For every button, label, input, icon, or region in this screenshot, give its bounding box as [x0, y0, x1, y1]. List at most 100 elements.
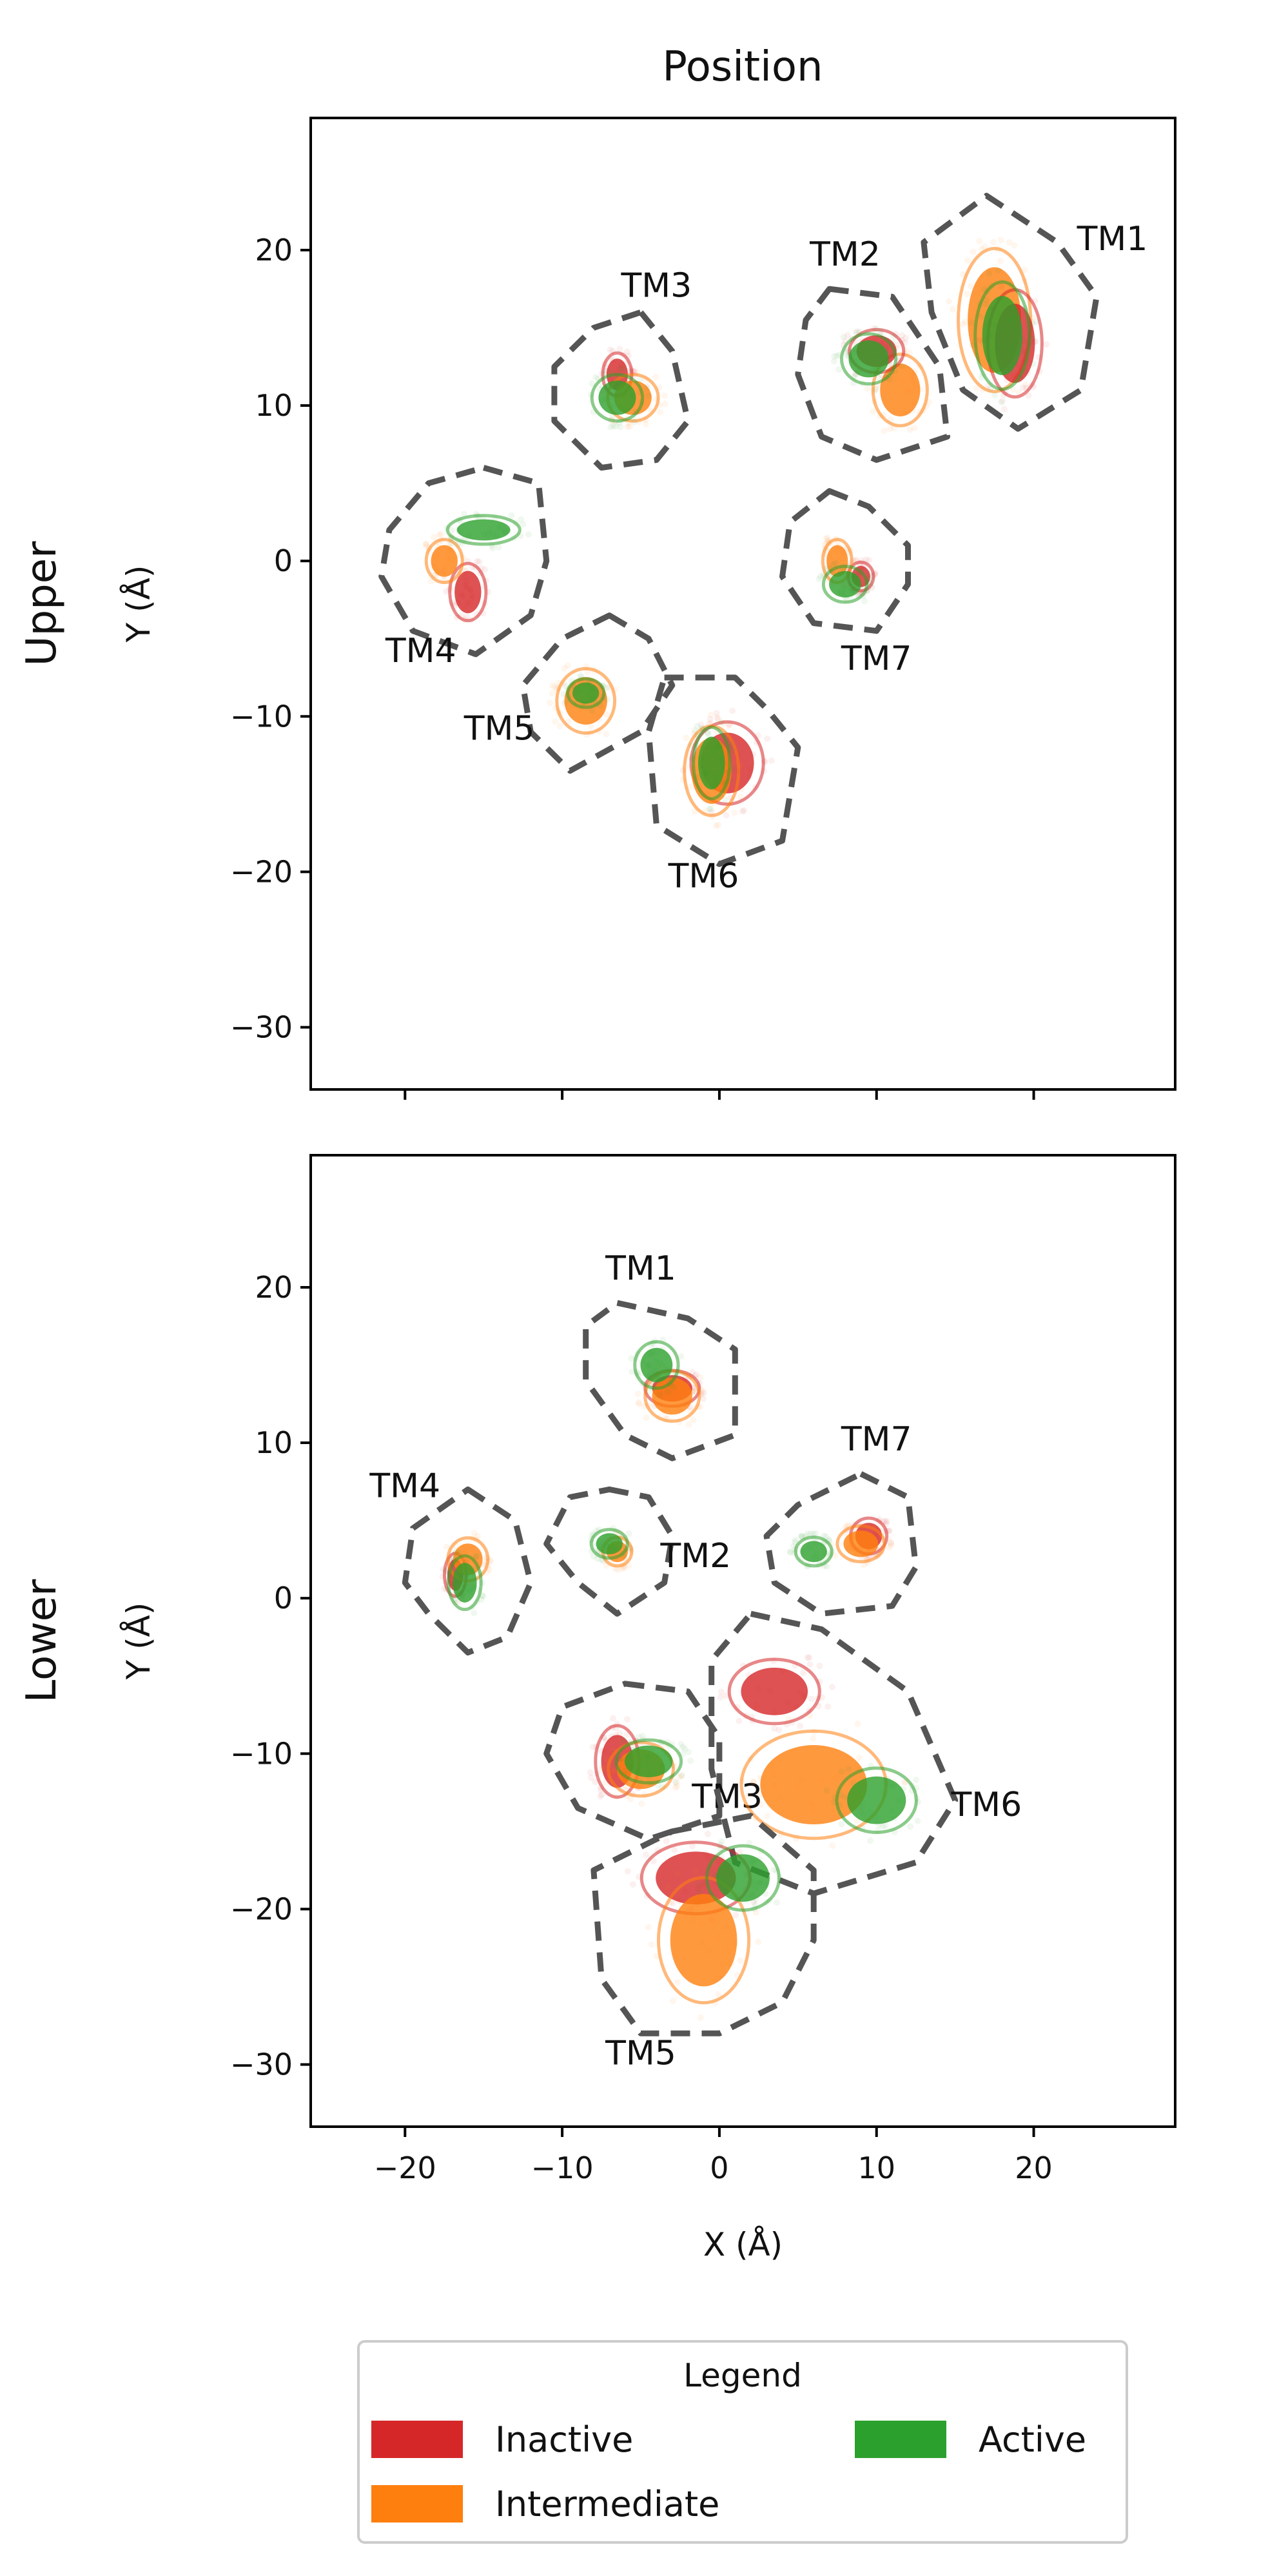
scatter-point — [688, 742, 696, 749]
legend-label-active: Active — [979, 2419, 1086, 2460]
scatter-point — [964, 257, 971, 264]
scatter-point — [694, 723, 701, 730]
scatter-point — [643, 1851, 650, 1859]
scatter-point — [906, 1823, 913, 1830]
scatter-point — [786, 1549, 794, 1556]
scatter-point — [474, 558, 481, 565]
cluster-active — [815, 560, 875, 605]
scatter-point — [598, 1791, 605, 1799]
x-tick-label: 10 — [857, 2151, 895, 2185]
scatter-point — [628, 1355, 635, 1362]
scatter-point — [617, 1755, 624, 1762]
scatter-point — [823, 565, 830, 572]
density-contour — [566, 677, 606, 709]
scatter-point — [448, 527, 455, 534]
scatter-point — [447, 583, 454, 590]
scatter-point — [998, 399, 1005, 406]
scatter-point — [823, 1787, 830, 1794]
cluster-intermediate — [645, 1860, 762, 2021]
scatter-point — [670, 1384, 678, 1391]
scatter-point — [707, 716, 714, 723]
scatter-point — [556, 723, 563, 730]
scatter-point — [643, 1414, 650, 1421]
helix-tm4: TM4 — [369, 1467, 534, 1656]
cluster-intermediate — [422, 531, 468, 590]
lower-panel: 20 10 0 −10 −20 −30 −20 −10 0 10 20 Y (Å) Lower X (Å)… — [18, 1154, 1176, 2263]
helix-boundary — [590, 1813, 817, 2036]
scatter-point — [688, 1842, 696, 1849]
plot-area-frame — [309, 117, 1176, 1091]
scatter-point — [562, 698, 569, 705]
scatter-point — [825, 1703, 832, 1710]
scatter-point — [883, 1517, 890, 1525]
scatter-point — [888, 351, 895, 358]
scatter-point — [717, 1693, 724, 1701]
scatter-point — [683, 734, 690, 741]
density-core — [848, 340, 889, 378]
scatter-point — [627, 423, 634, 430]
helix-boundary — [520, 612, 676, 774]
scatter-point — [785, 1716, 792, 1723]
scatter-point — [707, 711, 714, 718]
scatter-point — [612, 423, 619, 430]
helix-boundary — [378, 465, 550, 658]
scatter-point — [717, 1841, 724, 1848]
scatter-point — [454, 541, 461, 548]
scatter-point — [603, 711, 610, 718]
scatter-point — [991, 391, 998, 398]
helix-boundary — [543, 1486, 676, 1617]
scatter-point — [685, 1421, 692, 1428]
scatter-point — [738, 785, 745, 792]
scatter-point — [750, 1779, 757, 1786]
scatter-point — [808, 1695, 815, 1703]
scatter-point — [1000, 405, 1008, 413]
density-core — [982, 296, 1022, 376]
scatter-point — [962, 318, 969, 325]
scatter-point — [981, 243, 988, 250]
scatter-point — [865, 557, 872, 564]
scatter-point — [609, 1715, 616, 1722]
scatter-point — [620, 1737, 627, 1744]
scatter-point — [1029, 360, 1037, 367]
density-contour — [448, 561, 488, 623]
cluster-active — [688, 719, 737, 813]
scatter-point — [888, 1542, 895, 1549]
scatter-point — [518, 516, 525, 523]
scatter-point — [797, 1722, 804, 1730]
scatter-point — [983, 297, 990, 304]
legend-label-intermediate: Intermediate — [495, 2484, 719, 2524]
scatter-point — [678, 1772, 685, 1779]
density-core — [829, 571, 861, 598]
helix-tm3: TM3 — [551, 266, 692, 471]
cluster-inactive — [717, 1654, 835, 1733]
scatter-point — [692, 1868, 699, 1875]
helix-boundary — [645, 674, 801, 867]
scatter-point — [854, 1817, 861, 1824]
scatter-point — [1019, 384, 1026, 391]
scatter-point — [620, 366, 627, 373]
scatter-point — [623, 1768, 630, 1775]
scatter-point — [1015, 389, 1022, 396]
scatter-point — [887, 1539, 894, 1546]
scatter-point — [717, 1688, 725, 1695]
helix-label: TM1 — [1077, 220, 1148, 259]
density-core — [843, 1530, 879, 1557]
legend: Legend Inactive Intermediate Active — [357, 2340, 1128, 2544]
scatter-point — [797, 1532, 805, 1539]
scatter-point — [686, 764, 693, 771]
scatter-point — [661, 400, 668, 407]
scatter-point — [635, 1733, 642, 1741]
helix-boundary — [708, 1610, 959, 1897]
scatter-point — [875, 374, 882, 381]
scatter-point — [815, 576, 823, 583]
scatter-point — [771, 1725, 778, 1732]
scatter-point — [561, 665, 568, 672]
scatter-point — [977, 313, 984, 320]
cluster-intermediate — [737, 1712, 910, 1849]
x-tick-label: −10 — [531, 2151, 594, 2185]
scatter-point — [723, 812, 730, 819]
scatter-point — [645, 392, 652, 399]
scatter-point — [676, 1773, 683, 1781]
scatter-point — [914, 1817, 921, 1824]
helix-boundary — [543, 1681, 723, 1842]
